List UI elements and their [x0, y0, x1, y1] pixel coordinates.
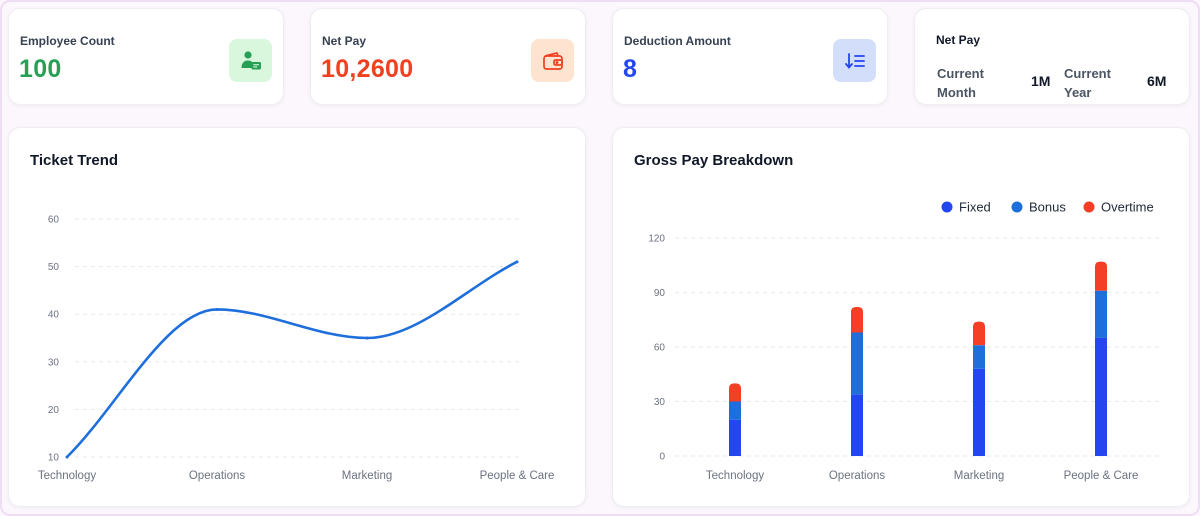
kpi-title: Deduction Amount [624, 34, 731, 48]
kpi-card-net-pay: Net Pay 10,2600 [310, 8, 586, 105]
current-month-label: Current Month [937, 66, 984, 100]
x-tick-label: Marketing [954, 470, 1005, 482]
bar-segment-overtime [973, 321, 985, 346]
chart-title: Ticket Trend [30, 152, 119, 169]
wallet-icon [531, 39, 574, 82]
bar-segment-bonus [851, 332, 863, 395]
sort-list-icon [833, 39, 876, 82]
bar-segment-overtime [1095, 261, 1107, 291]
y-tick-label: 30 [654, 397, 666, 408]
y-tick-label: 120 [648, 234, 665, 245]
kpi-card-deduction-amount: Deduction Amount 8 [612, 8, 888, 105]
current-year-label: Current Year [1064, 66, 1111, 100]
bar-segment-overtime [729, 383, 741, 402]
bar-segment-fixed [973, 368, 985, 456]
x-tick-label: People & Care [480, 470, 555, 482]
bar-segment-bonus [973, 345, 985, 369]
net-pay-title: Net Pay [936, 33, 981, 47]
x-tick-label: Operations [189, 470, 246, 482]
y-tick-label: 30 [48, 357, 60, 368]
kpi-title: Employee Count [20, 34, 115, 48]
legend-label: Bonus [1029, 200, 1066, 215]
bar-segment-fixed [1095, 337, 1107, 456]
y-tick-label: 90 [654, 288, 666, 299]
y-tick-label: 40 [48, 310, 60, 321]
kpi-value: 8 [623, 55, 638, 83]
net-pay-summary-card: Net Pay Current Month 1M Current Year 6M [914, 8, 1190, 105]
data-point [515, 260, 519, 264]
ticket-trend-card: Ticket Trend 10 20 30 40 50 60 Technology Opera… [8, 127, 586, 507]
y-tick-label: 50 [48, 262, 60, 273]
legend-marker [941, 201, 953, 213]
gross-pay-breakdown-card: Gross Pay Breakdown 0 30 60 90 120 Technology… [612, 127, 1190, 507]
data-point [365, 336, 369, 340]
legend-marker [1011, 201, 1023, 213]
legend-label: Fixed [959, 200, 991, 215]
x-tick-label: Marketing [342, 470, 393, 482]
legend-marker [1083, 201, 1095, 213]
y-tick-label: 10 [48, 453, 60, 464]
current-year-value: 6M [1147, 73, 1167, 89]
employee-id-icon [229, 39, 272, 82]
x-tick-label: People & Care [1064, 470, 1139, 482]
gross-pay-breakdown-chart: 0 30 60 90 120 Technology Operations Marketing P… [648, 200, 1161, 482]
kpi-value: 10,2600 [321, 55, 414, 83]
kpi-title: Net Pay [322, 34, 367, 48]
series-line [65, 260, 519, 459]
y-tick-label: 0 [659, 452, 665, 463]
ticket-trend-chart: 10 20 30 40 50 60 Technology Operations Marketin… [38, 215, 555, 483]
chart-title: Gross Pay Breakdown [634, 152, 794, 169]
x-tick-label: Operations [829, 470, 886, 482]
data-point [65, 455, 69, 459]
bar-segment-bonus [729, 401, 741, 420]
y-tick-label: 60 [654, 343, 666, 354]
y-tick-label: 60 [48, 215, 60, 226]
x-tick-label: Technology [706, 470, 764, 482]
bar-segment-fixed [851, 394, 863, 456]
x-tick-label: Technology [38, 470, 96, 482]
kpi-value: 100 [19, 55, 62, 83]
legend-label: Overtime [1101, 200, 1154, 215]
bar-segment-bonus [1095, 290, 1107, 338]
data-point [215, 307, 219, 311]
y-tick-label: 20 [48, 405, 60, 416]
kpi-card-employee-count: Employee Count 100 [8, 8, 284, 105]
bar-segment-overtime [851, 307, 863, 333]
bar-segment-fixed [729, 419, 741, 456]
current-month-value: 1M [1031, 73, 1051, 89]
